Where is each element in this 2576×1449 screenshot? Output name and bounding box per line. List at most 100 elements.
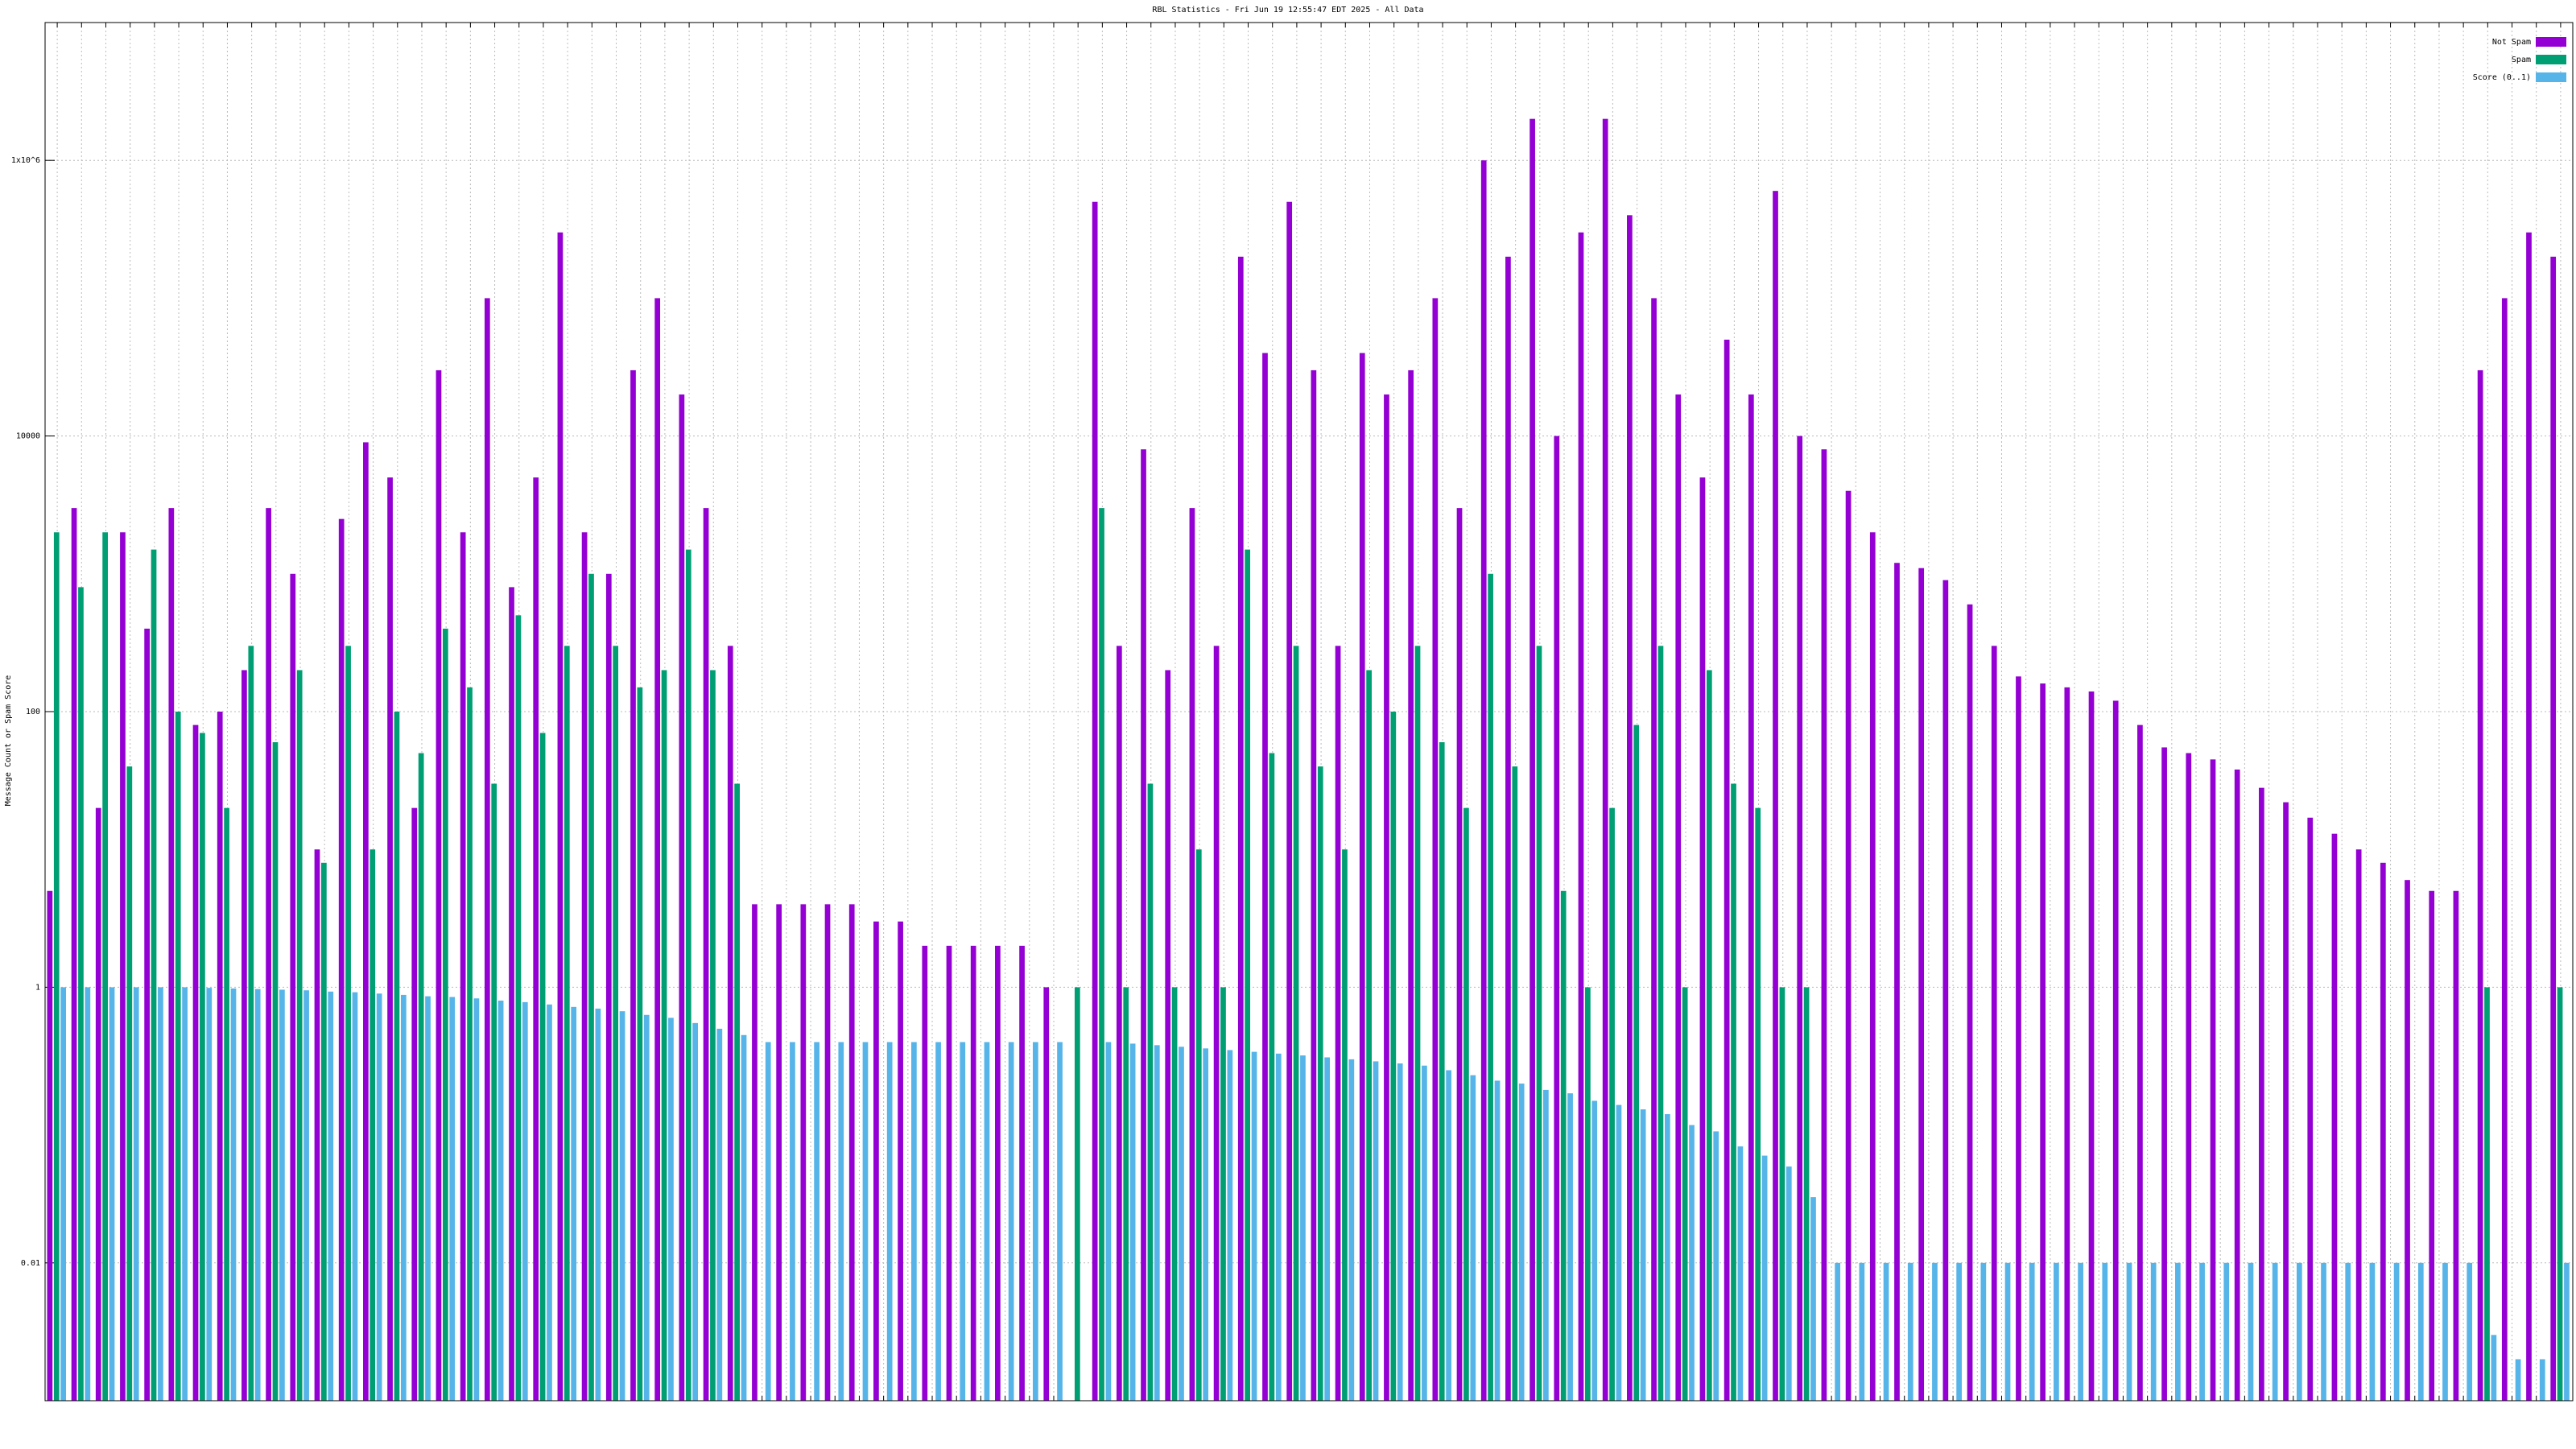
bar (151, 549, 157, 1401)
bar (1057, 1042, 1063, 1401)
bar (995, 945, 1001, 1401)
bar (911, 1042, 917, 1401)
bar (800, 904, 807, 1401)
bar (2283, 802, 2289, 1401)
bar (1675, 394, 1682, 1401)
bar (47, 890, 53, 1401)
bar (613, 646, 619, 1401)
bar (571, 1006, 577, 1401)
bar (425, 996, 431, 1401)
bar (363, 442, 369, 1402)
bar (2199, 1262, 2205, 1401)
bar (1408, 369, 1414, 1401)
bar (1967, 604, 1973, 1401)
bar (692, 1022, 698, 1401)
bar (703, 508, 709, 1401)
bar (120, 532, 126, 1401)
y-tick-label: 0.01 (21, 1259, 40, 1268)
bar (217, 712, 223, 1401)
bar (668, 1018, 674, 1401)
bar (1123, 987, 1129, 1401)
bar (1116, 646, 1122, 1401)
bar (1463, 807, 1469, 1401)
bar (182, 987, 188, 1401)
bar (1488, 573, 1493, 1401)
bar (1366, 670, 1372, 1401)
bar (946, 945, 952, 1401)
bar (1456, 508, 1463, 1401)
bar (643, 1014, 650, 1401)
bar (1422, 1065, 1427, 1401)
bar (1189, 508, 1195, 1401)
bar (2175, 1262, 2181, 1401)
bar (328, 991, 334, 1401)
bar (1835, 1262, 1841, 1401)
bar (1300, 1055, 1306, 1401)
bar (1591, 1100, 1598, 1401)
bar (2307, 817, 2314, 1401)
bar (515, 615, 522, 1401)
bar (1602, 118, 1608, 1401)
bar (2078, 1262, 2083, 1401)
bar (1633, 724, 1640, 1401)
bar (1317, 766, 1323, 1401)
bar (1773, 191, 1778, 1401)
bar (1560, 890, 1567, 1401)
bar (303, 990, 309, 1401)
bar (436, 369, 442, 1401)
bar (710, 670, 716, 1401)
bar (1074, 987, 1080, 1401)
bar (60, 987, 66, 1401)
bar (2355, 849, 2362, 1401)
bar (1099, 508, 1104, 1401)
bar (630, 369, 636, 1401)
bar (290, 573, 296, 1401)
bar (1761, 1155, 1768, 1401)
bar (248, 646, 254, 1401)
bar (752, 904, 758, 1401)
bar (2064, 687, 2070, 1401)
bar (1439, 741, 1445, 1401)
bar (1810, 1197, 1816, 1401)
bar (1907, 1262, 1913, 1401)
bar (1821, 449, 1827, 1402)
bar (1956, 1262, 1962, 1401)
bar (1171, 987, 1178, 1401)
bar (776, 904, 782, 1401)
bar (1536, 646, 1542, 1401)
bar (547, 1004, 552, 1401)
bar (1324, 1057, 1330, 1401)
bar (1262, 353, 1268, 1401)
bar (2112, 700, 2119, 1401)
plot-frame (44, 22, 2574, 1402)
legend-label: Not Spam (2492, 38, 2531, 47)
bar (2272, 1262, 2278, 1401)
bar (1147, 783, 1154, 1401)
bar (2393, 1262, 2400, 1401)
bar (581, 532, 588, 1401)
bar (85, 987, 91, 1401)
bar (557, 232, 564, 1402)
bar (1092, 201, 1098, 1401)
bar (1480, 160, 1487, 1402)
bar (1195, 849, 1202, 1401)
bar (1269, 753, 1275, 1401)
bar (1494, 1080, 1501, 1401)
bar (2088, 691, 2095, 1401)
bar (78, 587, 84, 1401)
bar (2380, 862, 2386, 1401)
bar (922, 945, 928, 1401)
bar (352, 992, 358, 1401)
bar (473, 998, 480, 1401)
bar (1682, 987, 1688, 1401)
bar (144, 628, 150, 1401)
bar (790, 1042, 795, 1401)
bar (824, 904, 831, 1401)
bar (1651, 298, 1657, 1401)
legend-swatch (2536, 72, 2566, 82)
bar (230, 988, 237, 1401)
bar (741, 1034, 747, 1401)
bar (1609, 807, 1615, 1401)
bar (1699, 477, 1706, 1401)
